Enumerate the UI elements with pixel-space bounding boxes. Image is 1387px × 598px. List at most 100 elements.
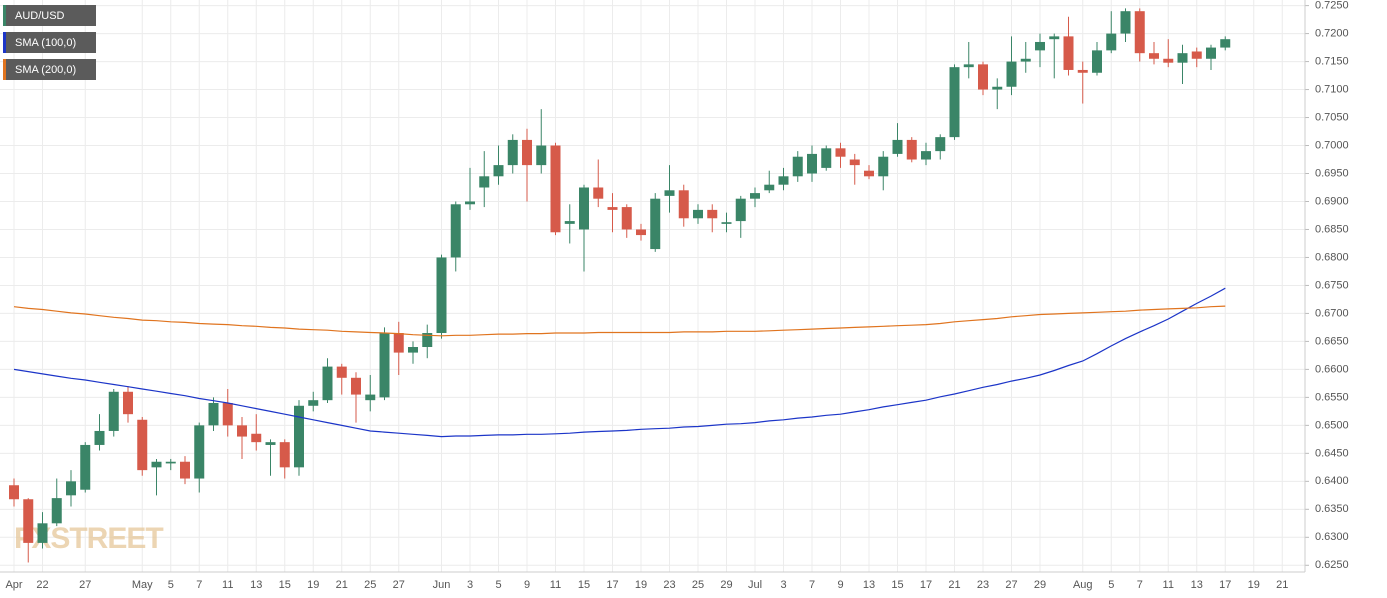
x-tick-label: 9 [524,579,530,591]
y-tick-label: 0.6500 [1315,419,1349,431]
x-tick-label: 15 [279,579,291,591]
y-tick-label: 0.6550 [1315,391,1349,403]
candle-body [165,461,176,464]
x-tick-label: 15 [891,579,903,591]
candle-body [579,187,589,230]
candle-body [607,207,618,210]
y-tick-label: 0.6350 [1315,503,1349,515]
candle-body [650,198,661,250]
candle-body [436,257,447,334]
candle-body [80,444,91,490]
candle-body [778,176,789,185]
candle-body [1177,53,1188,63]
candle-body [707,209,718,219]
candle-body [465,201,475,205]
candle-body [864,170,874,177]
y-tick-label: 0.6250 [1315,559,1349,571]
y-tick-label: 0.7000 [1315,139,1349,151]
x-tick-label: 5 [1108,579,1114,591]
candle-body [1120,11,1131,34]
x-tick-label: 19 [1248,579,1260,591]
x-tick-label: 21 [336,579,348,591]
candle-body [522,139,532,166]
candle-body [849,159,860,166]
candle-body [479,176,490,188]
x-tick-label: 7 [1137,579,1143,591]
candle-body [721,222,732,224]
y-tick-label: 0.6650 [1315,335,1349,347]
x-tick-label: 22 [36,579,48,591]
y-tick-label: 0.7200 [1315,27,1349,39]
sma-line [13,287,1226,438]
y-tick-label: 0.7050 [1315,111,1349,123]
candle-body [935,137,946,152]
candle-body [251,433,262,443]
x-tick-label: Jul [748,579,762,591]
x-tick-label: Apr [5,579,22,591]
candle-body [906,139,917,160]
y-tick-label: 0.6800 [1315,251,1349,263]
y-tick-label: 0.7150 [1315,55,1349,67]
candle-body [949,67,960,138]
candle-body [536,145,547,166]
y-tick-label: 0.6750 [1315,279,1349,291]
x-tick-label: Jun [433,579,451,591]
candle-body [51,498,62,524]
candle-body [108,391,119,431]
candle-body [1220,39,1231,48]
candle-body [408,347,418,353]
x-tick-label: 17 [606,579,618,591]
y-tick-label: 0.6950 [1315,167,1349,179]
candle-body [23,499,34,543]
candle-body [693,209,703,219]
candle-body [379,333,390,398]
x-tick-label: 3 [780,579,786,591]
x-tick-label: 27 [393,579,405,591]
candle-body [750,193,760,199]
x-tick-label: 5 [168,579,174,591]
y-tick-label: 0.6400 [1315,475,1349,487]
x-tick-label: 3 [467,579,473,591]
candle-body [1063,36,1074,70]
candle-body [1049,36,1060,40]
x-tick-label: May [132,579,153,591]
x-tick-label: 19 [307,579,319,591]
candle-body [180,461,190,479]
legend-label: SMA (200,0) [15,64,76,76]
candle-body [678,190,689,219]
candle-body [137,419,148,471]
y-tick-label: 0.6900 [1315,195,1349,207]
candle-body [593,187,604,199]
candle-body [963,64,974,68]
candle-body [123,391,133,415]
candle-body [1020,58,1031,62]
candle-body [735,198,746,222]
x-tick-label: 13 [250,579,262,591]
x-tick-label: 27 [1005,579,1017,591]
x-tick-label: 29 [720,579,732,591]
legend-swatch [3,59,6,80]
candle-body [921,151,931,160]
candle-body [393,333,404,353]
y-tick-label: 0.7250 [1315,0,1349,12]
candle-body [550,145,561,233]
candle-body [992,86,1003,90]
candle-body [1163,58,1174,63]
x-tick-label: 9 [837,579,843,591]
candle-body [336,366,347,378]
x-tick-label: Aug [1073,579,1093,591]
x-tick-label: 21 [948,579,960,591]
x-tick-label: 13 [1191,579,1203,591]
legend-label: AUD/USD [15,10,65,22]
legend-box [3,32,96,53]
x-tick-label: 25 [692,579,704,591]
legend-box [3,59,96,80]
candle-body [1077,69,1088,73]
candle-body [94,430,105,445]
candle-body [37,523,48,543]
x-tick-label: 5 [495,579,501,591]
x-tick-label: 7 [196,579,202,591]
candle-body [1106,33,1117,51]
watermark: FXSTREET [14,522,163,555]
candle-body [66,481,76,496]
